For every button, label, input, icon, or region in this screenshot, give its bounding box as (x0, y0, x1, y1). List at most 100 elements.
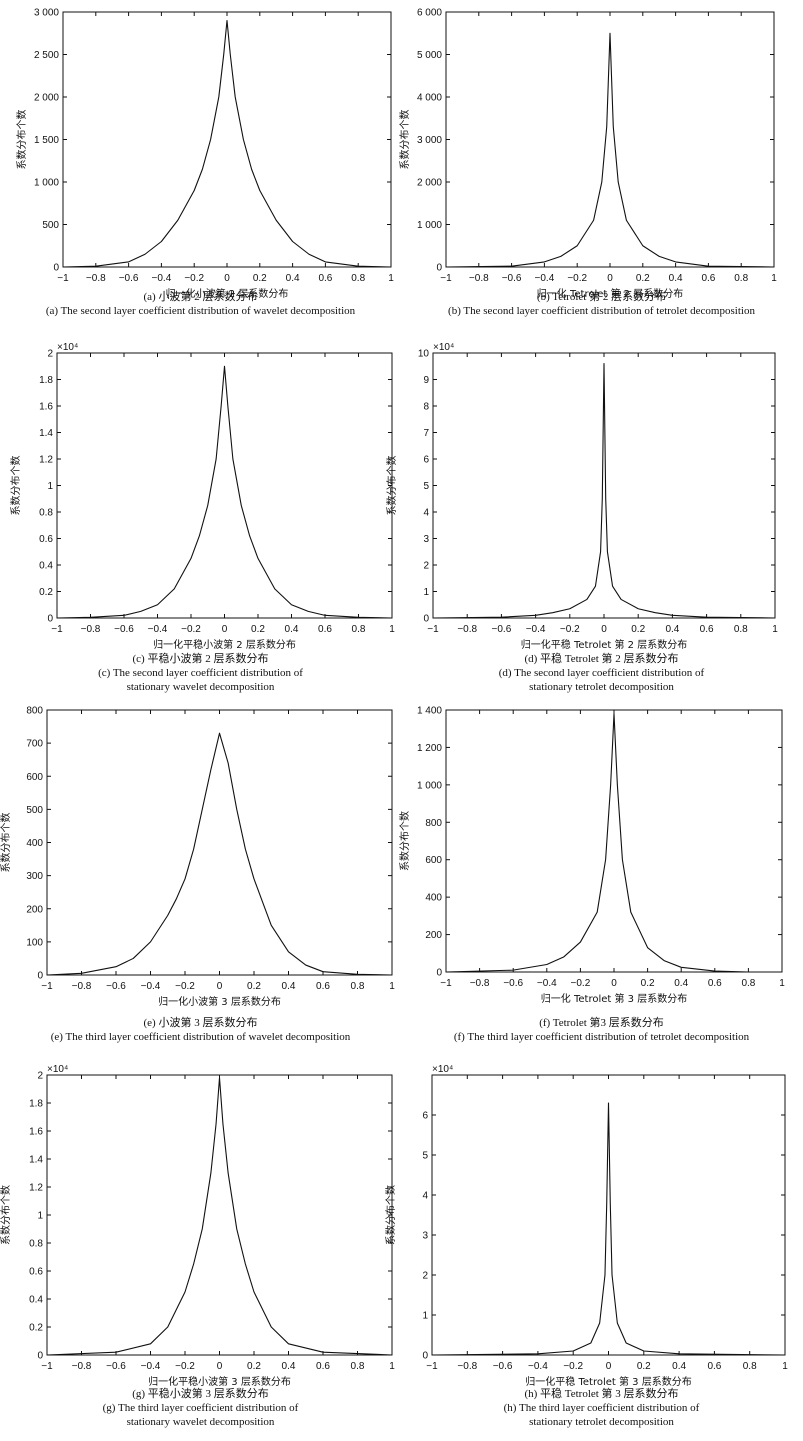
caption-cn: (b) Tetrolet 第 2 层系数分布 (536, 291, 667, 303)
chart-panel-a: −1 −0.8 −0.6 −0.4 −0.2 0 0.2 0.4 0.6 0.8 1 0 500 1 00… (15, 8, 394, 301)
y-axis-label: 系数分布个数 (9, 456, 22, 516)
y-tick-label: 3 000 (417, 135, 442, 146)
y-tick-label: 1 (37, 1211, 43, 1222)
y-tick-label: 1 500 (34, 135, 59, 146)
x-tick-label: 0.6 (316, 1361, 330, 1372)
y-tick-label: 1 (422, 1311, 428, 1322)
x-tick-label: 1 (389, 624, 395, 635)
x-tick-label: 0 (601, 624, 607, 635)
y-tick-label: 0 (423, 614, 429, 625)
caption-en: stationary wavelet decomposition (126, 681, 275, 693)
x-tick-label: −0.6 (119, 273, 139, 284)
distribution-line (431, 1102, 786, 1356)
x-tick-label: 0.2 (631, 624, 645, 635)
x-tick-label: 1 (782, 1361, 788, 1372)
x-tick-label: −0.4 (537, 978, 557, 989)
x-tick-label: 0.6 (318, 273, 332, 284)
distribution-line (445, 713, 782, 973)
x-tick-label: 0.8 (351, 273, 365, 284)
x-tick-label: −0.4 (535, 273, 555, 284)
x-tick-label: −0.4 (141, 981, 161, 992)
y-tick-label: 300 (26, 871, 43, 882)
y-tick-label: 9 (423, 375, 429, 386)
y-tick-label: 1.4 (39, 428, 53, 439)
y-tick-label: 0.2 (29, 1323, 43, 1334)
x-tick-label: −0.8 (72, 981, 92, 992)
x-tick-label: 0.6 (708, 978, 722, 989)
x-tick-label: −1 (426, 1361, 438, 1372)
y-tick-label: 1 400 (417, 706, 442, 717)
y-tick-label: 600 (425, 855, 442, 866)
y-tick-label: 1 (423, 587, 429, 598)
x-tick-label: 0.4 (672, 1361, 686, 1372)
y-tick-label: 10 (418, 349, 430, 360)
y-tick-label: 500 (42, 220, 59, 231)
x-tick-label: 0.2 (637, 1361, 651, 1372)
x-tick-label: −0.2 (571, 978, 591, 989)
caption-en: (d) The second layer coefficient distrib… (498, 667, 705, 679)
caption-f: (f) Tetrolet 第3 层系数分布 (f) The third layer… (401, 1016, 802, 1044)
x-tick-label: −0.6 (106, 1361, 126, 1372)
y-tick-label: 0.4 (39, 561, 53, 572)
x-tick-label: −1 (427, 624, 439, 635)
caption-cn: (h) 平稳 Tetrolet 第 3 层系数分布 (524, 1388, 679, 1400)
caption-e: (e) 小波第 3 层系数分布 (e) The third layer coeff… (0, 1016, 401, 1044)
y-tick-label: 6 (423, 455, 429, 466)
x-tick-label: −0.6 (503, 978, 523, 989)
y-tick-label: 6 (422, 1111, 428, 1122)
caption-b: (b) Tetrolet 第 2 层系数分布 (b) The second lay… (401, 290, 802, 318)
x-tick-label: −1 (440, 273, 452, 284)
x-axis-label: 归一化平稳小波第 3 层系数分布 (148, 1375, 291, 1388)
caption-en: (g) The third layer coefficient distribu… (102, 1402, 299, 1414)
x-tick-label: 0.4 (282, 1361, 296, 1372)
x-tick-label: −0.6 (114, 624, 134, 635)
x-tick-label: 1 (388, 273, 394, 284)
y-tick-label: 3 000 (34, 8, 59, 19)
y-tick-label: 200 (425, 930, 442, 941)
y-tick-label: 1 000 (417, 780, 442, 791)
y-tick-label: 0 (47, 614, 53, 625)
y-tick-label: 2 (37, 1071, 43, 1082)
x-axis-label: 归一化小波第 2 层系数分布 (166, 287, 289, 300)
y-tick-label: 100 (26, 937, 43, 948)
x-tick-label: −0.2 (181, 624, 201, 635)
y-tick-label: 1 (47, 481, 53, 492)
y-tick-label: 5 (422, 1151, 428, 1162)
y-axis-label: 系数分布个数 (385, 456, 398, 516)
caption-en: stationary tetrolet decomposition (529, 681, 674, 693)
x-tick-label: 0.8 (743, 1361, 757, 1372)
y-axis-label: 系数分布个数 (398, 110, 411, 170)
distribution-line (62, 19, 392, 268)
x-tick-label: 0.6 (700, 624, 714, 635)
caption-en: (b) The second layer coefficient distrib… (448, 305, 755, 317)
caption-cn: (d) 平稳 Tetrolet 第 2 层系数分布 (524, 653, 679, 665)
y-tick-label: 800 (26, 706, 43, 717)
y-axis-label: 系数分布个数 (398, 811, 411, 871)
y-tick-label: 1.8 (29, 1099, 43, 1110)
x-tick-label: 0.6 (707, 1361, 721, 1372)
y-tick-label: 500 (26, 805, 43, 816)
y-tick-label: 7 (423, 428, 429, 439)
x-tick-label: 0.8 (734, 273, 748, 284)
y-tick-label: 8 (423, 402, 429, 413)
y-tick-label: 2 (423, 561, 429, 572)
x-tick-label: 0.8 (352, 624, 366, 635)
caption-en: (e) The third layer coefficient distribu… (50, 1031, 351, 1043)
distribution-line (56, 365, 393, 619)
x-tick-label: 0 (611, 978, 617, 989)
x-tick-label: 0.8 (351, 1361, 365, 1372)
y-tick-label: 0.8 (39, 508, 53, 519)
x-tick-label: −0.2 (175, 1361, 195, 1372)
distribution-line (432, 363, 776, 619)
caption-en: (c) The second layer coefficient distrib… (98, 667, 303, 679)
plot-frame (46, 1074, 393, 1356)
caption-cn: (c) 平稳小波第 2 层系数分布 (132, 653, 269, 665)
distribution-line (46, 1077, 393, 1356)
x-tick-label: 0 (217, 981, 223, 992)
x-axis-label: 归一化平稳 Tetrolet 第 3 层系数分布 (525, 1375, 691, 1388)
y-exponent-label: ×10⁴ (433, 342, 454, 353)
x-tick-label: −0.6 (493, 1361, 513, 1372)
x-tick-label: −0.2 (175, 981, 195, 992)
chart-panel-e: −1 −0.8 −0.6 −0.4 −0.2 0 0.2 0.4 0.6 0.8 1 0 100 200 3… (0, 706, 395, 1009)
